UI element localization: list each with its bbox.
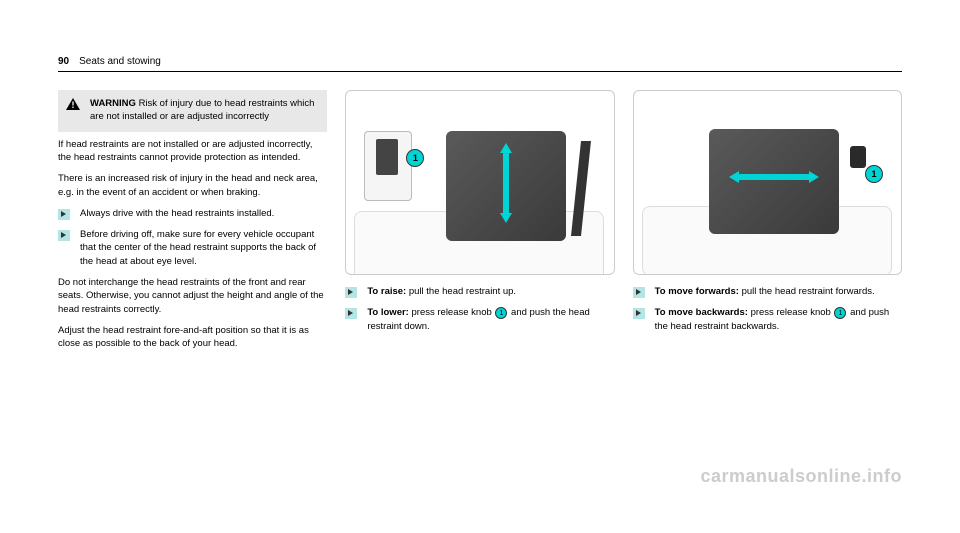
list-item: To lower: press release knob 1 and push … xyxy=(345,306,614,333)
warning-label: WARNING xyxy=(90,98,136,109)
warning-icon xyxy=(66,98,80,110)
step-icon xyxy=(58,228,72,242)
para-3: Do not interchange the head restraints o… xyxy=(58,276,327,316)
instr-label: To raise: xyxy=(367,286,406,297)
warning-title: WARNING Risk of injury due to head restr… xyxy=(90,98,317,124)
instr-text: press release knob xyxy=(748,307,834,318)
callout-1: 1 xyxy=(406,149,424,167)
step-icon xyxy=(345,285,359,299)
para-4: Adjust the head restraint fore-and-aft p… xyxy=(58,324,327,351)
callout-inline: 1 xyxy=(834,307,846,319)
instr-label: To move backwards: xyxy=(655,307,748,318)
list-item: Before driving off, make sure for every … xyxy=(58,228,327,268)
list-item: To move backwards: press release knob 1 … xyxy=(633,306,902,333)
step-icon xyxy=(633,285,647,299)
instr-label: To move forwards: xyxy=(655,286,739,297)
page-header: 90 Seats and stowing xyxy=(58,56,902,72)
warning-box: WARNING Risk of injury due to head restr… xyxy=(58,90,327,132)
content-columns: WARNING Risk of injury due to head restr… xyxy=(58,90,902,358)
list-item: To move forwards: pull the head restrain… xyxy=(633,285,902,298)
page-number: 90 xyxy=(58,56,69,67)
list-item: To raise: pull the head restraint up. xyxy=(345,285,614,298)
instr-text: pull the head restraint forwards. xyxy=(739,286,875,297)
column-3: 1 To move forwards: pull the head restra… xyxy=(633,90,902,358)
instr-text: pull the head restraint up. xyxy=(406,286,516,297)
callout-inline: 1 xyxy=(495,307,507,319)
bullet-text: Always drive with the head restraints in… xyxy=(80,208,274,219)
instr-text: press release knob xyxy=(409,307,495,318)
step-icon xyxy=(345,306,359,320)
column-2: 1 To raise: pull the head restraint up. … xyxy=(345,90,614,358)
figure-raise-lower: 1 xyxy=(345,90,614,275)
section-title: Seats and stowing xyxy=(79,56,161,67)
step-icon xyxy=(58,207,72,221)
watermark: carmanualsonline.info xyxy=(700,466,902,487)
instr-label: To lower: xyxy=(367,307,409,318)
column-1: WARNING Risk of injury due to head restr… xyxy=(58,90,327,358)
bullet-list: Always drive with the head restraints in… xyxy=(58,207,327,268)
figure-fore-aft: 1 xyxy=(633,90,902,275)
bullet-text: Before driving off, make sure for every … xyxy=(80,229,316,267)
para-2: There is an increased risk of injury in … xyxy=(58,172,327,199)
instruction-list: To move forwards: pull the head restrain… xyxy=(633,285,902,333)
callout-1: 1 xyxy=(865,165,883,183)
step-icon xyxy=(633,306,647,320)
para-1: If head restraints are not installed or … xyxy=(58,138,327,165)
instruction-list: To raise: pull the head restraint up. To… xyxy=(345,285,614,333)
list-item: Always drive with the head restraints in… xyxy=(58,207,327,220)
